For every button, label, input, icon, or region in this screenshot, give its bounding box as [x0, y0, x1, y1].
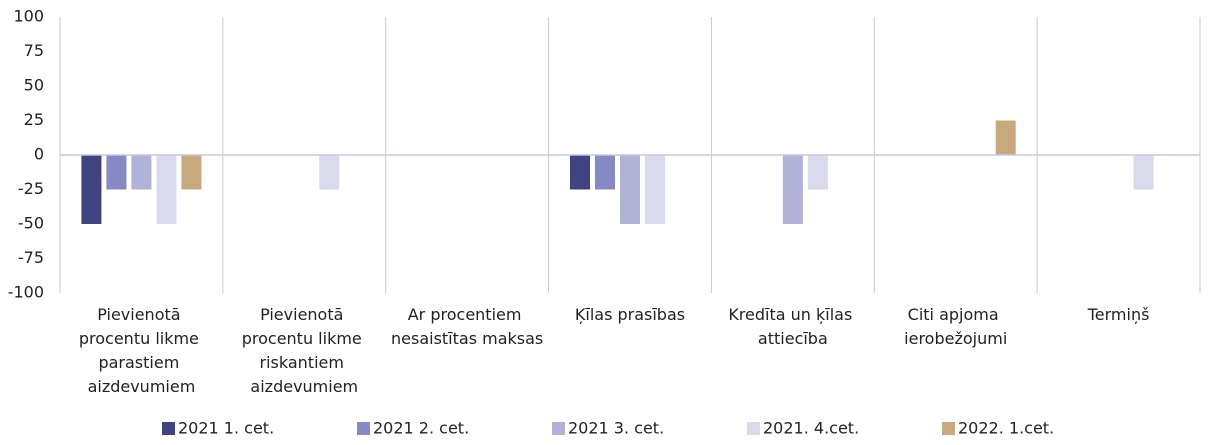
bar [995, 120, 1016, 155]
legend-label: 2021 1. cet. [178, 419, 274, 438]
y-tick-label: 50 [24, 76, 44, 95]
y-tick-label: 75 [24, 41, 44, 60]
bar [595, 155, 615, 190]
y-tick-label: -25 [18, 179, 44, 198]
bar [181, 155, 202, 190]
legend-label: 2021 3. cet. [568, 419, 664, 438]
legend-swatch [942, 422, 955, 435]
y-tick-label: -75 [18, 248, 44, 267]
x-tick-label: Citi apjoma ierobežojumi [904, 305, 1007, 348]
bar [620, 155, 640, 224]
bar [570, 155, 590, 190]
bar [131, 155, 152, 190]
y-tick-label: 100 [13, 7, 44, 26]
bar [782, 155, 803, 224]
x-tick-label: Termiņš [1087, 305, 1150, 324]
legend-swatch [357, 422, 370, 435]
legend-swatch [162, 422, 175, 435]
bar [156, 155, 177, 224]
x-tick-label: Kredīta un ķīlas attiecība [728, 305, 857, 348]
bar [319, 155, 340, 190]
bar [807, 155, 828, 190]
bar [1133, 155, 1154, 190]
bar [106, 155, 127, 190]
x-tick-label: Ar procentiem nesaistītas maksas [391, 305, 543, 348]
legend-label: 2022. 1.cet. [958, 419, 1054, 438]
x-tick-label: Pievienotā procentu likme parastiem aizd… [79, 305, 204, 396]
legend-swatch [552, 422, 565, 435]
legend-swatch [747, 422, 760, 435]
x-tick-label: Ķīlas prasības [575, 305, 685, 324]
y-tick-label: -50 [18, 214, 44, 233]
x-tick-label: Pievienotā procentu likme riskantiem aiz… [242, 305, 367, 396]
legend-label: 2021 2. cet. [373, 419, 469, 438]
y-tick-label: 25 [24, 110, 44, 129]
bar [645, 155, 665, 224]
y-tick-label: 0 [34, 145, 44, 164]
legend-label: 2021. 4.cet. [763, 419, 859, 438]
y-tick-label: -100 [8, 283, 44, 302]
bar [81, 155, 102, 224]
